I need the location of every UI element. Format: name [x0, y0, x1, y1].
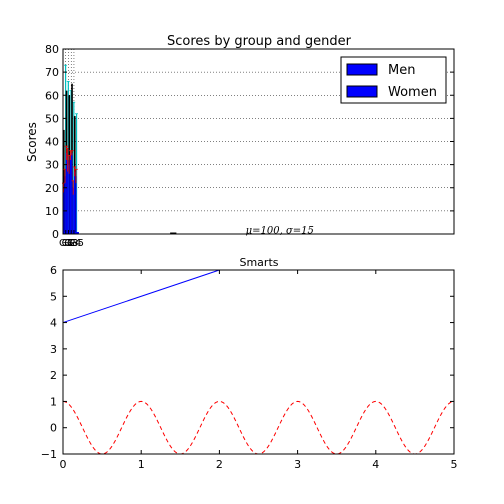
y-tick-label: 6: [50, 264, 57, 277]
y-tick-label: 40: [45, 136, 59, 149]
bar-men: [68, 164, 70, 234]
x-tick-label: G5: [70, 238, 84, 249]
y-tick-label: 5: [50, 290, 57, 303]
y-tick-label: −1: [41, 448, 57, 461]
x-tick-label: 4: [372, 458, 379, 471]
y-tick-label: 0: [50, 422, 57, 435]
x-tick-label: 1: [138, 458, 145, 471]
y-tick-label: 60: [45, 89, 59, 102]
y-tick-label: 3: [50, 343, 57, 356]
bar-chart: Scores by group and gender 0 10 20 30 40 50 60…: [25, 34, 455, 249]
bar-women: [67, 160, 69, 234]
bar-men: [65, 153, 67, 234]
bar-black: [63, 129, 65, 234]
blue-line: [62, 269, 220, 324]
bar-cyan: [73, 102, 75, 234]
bar-chart-title: Scores by group and gender: [167, 34, 352, 49]
y-tick-label: 4: [50, 317, 57, 330]
x-tick-label: 0: [60, 458, 67, 471]
x-tick-label: G4: [67, 238, 81, 249]
y-tick-label: 80: [45, 43, 59, 56]
bar-women: [64, 176, 66, 234]
y-tick-label: 20: [45, 182, 59, 195]
x-tick-label: 2: [216, 458, 223, 471]
y-tick-label: 50: [45, 112, 59, 125]
x-axis: 0 1 2 3 4 5: [60, 270, 458, 471]
y-tick-label: 2: [50, 369, 57, 382]
y-axis: 0 10 20 30 40 50 60 70 80: [45, 43, 454, 241]
line-chart-frame: [62, 269, 455, 455]
bar-women: [75, 176, 77, 234]
annotation: μ=100, σ=15: [246, 226, 314, 237]
bar-men: [73, 171, 76, 234]
x-tick-label: 5: [451, 458, 458, 471]
bar-cyan: [65, 65, 67, 234]
x-tick-label: G1: [59, 238, 73, 249]
bar-base: [74, 232, 79, 234]
x-tick-label: G3: [64, 238, 78, 249]
legend-swatch-women: [346, 85, 378, 98]
y-tick-label: 30: [45, 159, 59, 172]
legend-label-women: Women: [388, 85, 437, 100]
grid: [62, 49, 454, 234]
legend-swatch-men: [346, 63, 378, 76]
y-tick-label: 0: [52, 228, 59, 241]
bar-cyan: [75, 113, 78, 234]
legend: Men Women: [340, 56, 447, 104]
x-tick-label: 3: [294, 458, 301, 471]
bars: [62, 64, 177, 234]
x-tick-label: G2: [62, 238, 76, 249]
legend-label-men: Men: [388, 63, 415, 78]
bar-cyan: [67, 81, 69, 234]
y-axis: −1 0 1 2 3 4 5 6: [41, 264, 454, 461]
y-tick-label: 1: [50, 395, 57, 408]
y-tick-label: 70: [45, 66, 59, 79]
y-tick-label: 10: [45, 205, 59, 218]
bar-women: [69, 155, 72, 234]
bar-women: [72, 187, 74, 234]
y-axis-label: Scores: [25, 122, 39, 162]
bar-men: [71, 153, 73, 234]
line-chart-title: Smarts: [239, 256, 278, 269]
